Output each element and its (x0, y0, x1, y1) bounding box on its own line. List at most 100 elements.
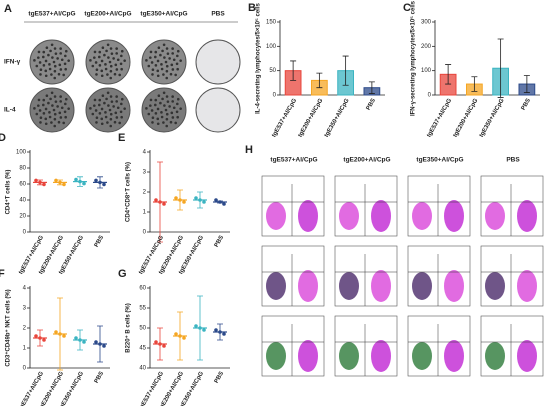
spot (104, 63, 107, 66)
spot (62, 121, 65, 125)
population (444, 200, 464, 232)
spot (165, 117, 169, 121)
spot (38, 109, 42, 112)
spot (42, 112, 46, 115)
spot (110, 52, 114, 55)
spot (33, 59, 36, 62)
y-tick-label: 200 (421, 44, 432, 50)
spot (107, 56, 110, 59)
spot (171, 47, 174, 50)
point (62, 334, 66, 338)
spot (104, 115, 108, 119)
well (195, 87, 241, 133)
point (54, 178, 58, 183)
spot (50, 73, 53, 76)
spot (105, 97, 108, 101)
y-tick-label: 40 (139, 366, 146, 372)
spot (162, 121, 165, 124)
spot (159, 53, 162, 57)
spot (161, 97, 164, 101)
spot (44, 74, 48, 78)
point (182, 200, 186, 204)
spot (163, 104, 166, 107)
spot (161, 49, 164, 53)
spot (59, 116, 63, 119)
population (266, 272, 286, 300)
spot (94, 109, 98, 112)
spot (165, 124, 169, 128)
spot (108, 108, 112, 112)
spot (160, 115, 164, 119)
spot (176, 115, 179, 119)
spot (53, 69, 57, 73)
spot (160, 111, 163, 114)
error-bar (290, 60, 297, 81)
spot (104, 67, 108, 71)
population (412, 272, 432, 300)
spot (164, 60, 168, 64)
spot (115, 68, 119, 71)
point (154, 198, 158, 202)
point (82, 181, 86, 186)
spot (107, 104, 110, 107)
spot (42, 50, 46, 54)
spot (123, 59, 126, 62)
spot (116, 58, 120, 62)
spot (156, 122, 160, 126)
spot (120, 54, 123, 58)
population (371, 200, 391, 232)
y-tick-label: 0 (23, 366, 27, 372)
point (62, 182, 66, 187)
point (214, 328, 218, 332)
spot (170, 63, 174, 67)
error-bar (471, 76, 478, 92)
spot (39, 73, 42, 76)
column-header: PBS (211, 11, 225, 18)
error-bar (157, 161, 163, 243)
spot (162, 43, 166, 47)
spot (179, 107, 182, 110)
spot (93, 104, 96, 107)
spot (154, 112, 158, 115)
axis (149, 286, 230, 369)
y-axis-label: IL-4-secreting lymphocytes/5×10⁵ cells (256, 2, 262, 113)
point (102, 344, 106, 348)
spot (59, 100, 62, 103)
spot (172, 106, 176, 110)
x-tick-label: PBS (94, 371, 105, 385)
spot (94, 61, 98, 64)
error-bar (97, 176, 103, 189)
spot (176, 97, 180, 101)
column-header: PBS (506, 157, 520, 164)
spot (115, 47, 118, 50)
spot (169, 120, 173, 124)
x-tick-label: PBS (214, 235, 225, 249)
point (42, 182, 46, 187)
spot (58, 111, 62, 115)
point (182, 336, 186, 340)
spot (156, 69, 160, 73)
point (162, 344, 166, 348)
population (371, 340, 391, 372)
well (195, 39, 241, 85)
spot (149, 98, 153, 102)
y-axis-label: CD4⁺T cells (%) (5, 170, 12, 215)
spot (157, 94, 161, 97)
spot (100, 107, 104, 111)
y-tick-label: 2 (143, 190, 147, 196)
point (222, 202, 226, 206)
spot (106, 43, 110, 47)
spot (57, 72, 61, 76)
well (85, 39, 131, 85)
population (339, 342, 359, 370)
y-axis-label: B220⁺ B cells (%) (125, 303, 132, 353)
y-tick-label: 1 (23, 346, 27, 352)
spot (44, 69, 48, 73)
spot (93, 50, 97, 54)
spot (98, 98, 102, 102)
error-bar (342, 55, 349, 86)
x-tick-label: PBS (214, 371, 225, 385)
spot (53, 64, 57, 68)
spot (109, 76, 113, 80)
point (94, 340, 98, 344)
